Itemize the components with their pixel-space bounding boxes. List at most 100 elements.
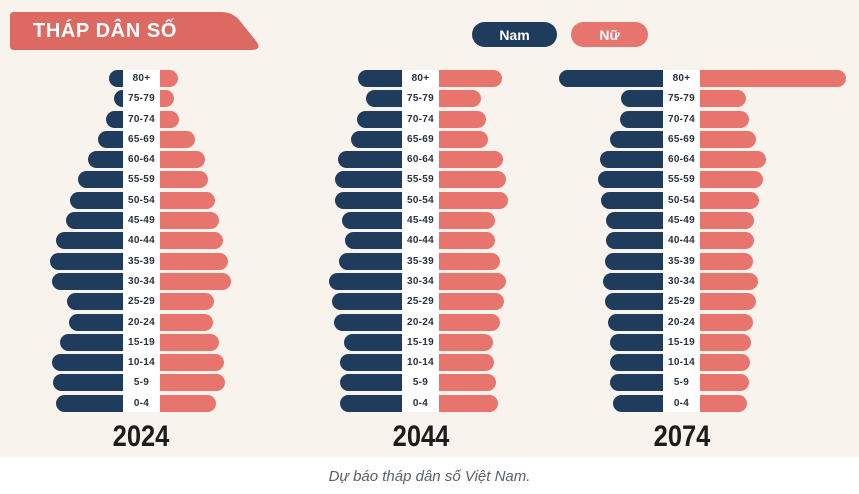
bar-male-2024-60-64: [88, 151, 123, 169]
year-label-2074: 2074: [653, 420, 711, 453]
age-label: 60-64: [667, 154, 696, 166]
pyramid-row: 45-49: [0, 212, 310, 230]
pyramid-row: 30-34: [252, 272, 589, 290]
pyramid-row: 80+: [252, 70, 589, 87]
pyramid-row: 20-24: [252, 313, 589, 331]
bar-female-2044-15-19: [439, 333, 493, 351]
pyramid-row: 10-14: [0, 354, 310, 372]
pyramid-row: 15-19: [513, 333, 850, 351]
age-label: 55-59: [406, 174, 435, 186]
legend-item-male: Nam: [472, 22, 557, 47]
pyramid-row: 15-19: [0, 333, 310, 351]
bar-female-2024-75-79: [160, 90, 174, 108]
pyramid-row: 40-44: [513, 232, 850, 250]
pyramid-row: 5-9: [252, 374, 589, 392]
bar-female-2074-30-34: [700, 272, 758, 290]
pyramid-row: 15-19: [252, 333, 589, 351]
age-label: 50-54: [127, 194, 156, 206]
pyramid-row: 35-39: [252, 252, 589, 270]
pyramid-row: 45-49: [513, 212, 850, 230]
pyramid-row: 50-54: [513, 191, 850, 209]
bar-male-2074-75-79: [621, 90, 663, 108]
bar-female-2074-70-74: [700, 110, 749, 128]
bar-female-2024-20-24: [160, 313, 213, 331]
bar-female-2044-50-54: [439, 191, 508, 209]
pyramid-row: 40-44: [0, 232, 310, 250]
age-label: 10-14: [406, 357, 435, 369]
pyramid-2024: 80+ 75-79 70-74 65-69 60-64 55-59 50-54 45-49 40…: [0, 70, 310, 412]
bar-male-2044-55-59: [335, 171, 402, 189]
age-label: 70-74: [667, 113, 696, 125]
age-label: 15-19: [667, 336, 696, 348]
bar-female-2074-35-39: [700, 252, 753, 270]
bar-male-2044-40-44: [345, 232, 402, 250]
age-label: 30-34: [406, 275, 435, 287]
bar-female-2074-25-29: [700, 293, 756, 311]
age-label: 75-79: [127, 93, 156, 105]
bar-female-2024-80+: [160, 70, 178, 87]
bar-female-2044-25-29: [439, 293, 504, 311]
title-ribbon: THÁP DÂN SỐ: [10, 12, 262, 50]
age-label: 35-39: [667, 255, 696, 267]
pyramid-row: 20-24: [513, 313, 850, 331]
bar-female-2044-30-34: [439, 272, 506, 290]
pyramid-row: 5-9: [513, 374, 850, 392]
legend: Nam Nữ: [472, 22, 648, 47]
age-label: 30-34: [127, 275, 156, 287]
age-label: 0-4: [673, 397, 690, 409]
bar-female-2024-25-29: [160, 293, 214, 311]
age-label: 60-64: [406, 154, 435, 166]
bar-male-2044-45-49: [342, 212, 402, 230]
bar-male-2044-10-14: [340, 354, 402, 372]
bar-male-2044-75-79: [366, 90, 402, 108]
pyramid-row: 0-4: [513, 394, 850, 412]
age-label: 45-49: [667, 215, 696, 227]
bar-male-2044-20-24: [334, 313, 402, 331]
age-label: 20-24: [406, 316, 435, 328]
age-label: 50-54: [406, 194, 435, 206]
pyramid-row: 80+: [0, 70, 310, 87]
bar-female-2074-65-69: [700, 130, 756, 148]
bar-female-2044-5-9: [439, 374, 496, 392]
bar-male-2024-20-24: [69, 313, 123, 331]
bar-female-2024-70-74: [160, 110, 179, 128]
age-label: 40-44: [406, 235, 435, 247]
age-label: 50-54: [667, 194, 696, 206]
bar-male-2024-25-29: [67, 293, 123, 311]
pyramid-row: 80+: [513, 70, 850, 87]
bar-female-2024-55-59: [160, 171, 208, 189]
bar-female-2024-45-49: [160, 212, 219, 230]
bar-male-2074-40-44: [606, 232, 663, 250]
bar-male-2024-50-54: [70, 191, 123, 209]
age-label: 25-29: [406, 296, 435, 308]
pyramid-rows: 80+ 75-79 70-74 65-69 60-64 55-59 50-54 45-49 40…: [0, 70, 310, 412]
age-label: 10-14: [667, 357, 696, 369]
bar-male-2024-35-39: [50, 252, 123, 270]
age-label: 40-44: [667, 235, 696, 247]
age-label: 40-44: [127, 235, 156, 247]
bar-female-2024-50-54: [160, 191, 215, 209]
bar-female-2074-0-4: [700, 394, 747, 412]
age-label: 80+: [411, 73, 430, 84]
bar-female-2074-5-9: [700, 374, 749, 392]
pyramid-row: 65-69: [252, 130, 589, 148]
bar-male-2024-70-74: [106, 110, 123, 128]
bar-male-2024-5-9: [53, 374, 123, 392]
bar-male-2024-0-4: [56, 394, 123, 412]
age-label: 15-19: [406, 336, 435, 348]
pyramid-row: 55-59: [0, 171, 310, 189]
pyramid-row: 65-69: [0, 130, 310, 148]
pyramid-row: 35-39: [0, 252, 310, 270]
page-title: THÁP DÂN SỐ: [33, 20, 178, 42]
pyramid-row: 60-64: [252, 151, 589, 169]
bar-male-2044-80+: [358, 70, 402, 87]
bar-female-2024-60-64: [160, 151, 205, 169]
bar-male-2074-55-59: [598, 171, 663, 189]
pyramid-row: 70-74: [0, 110, 310, 128]
bar-male-2074-20-24: [608, 313, 663, 331]
ribbon-shape-icon: [10, 12, 259, 50]
age-label: 45-49: [127, 215, 156, 227]
bar-male-2044-60-64: [338, 151, 402, 169]
bar-male-2044-50-54: [335, 191, 402, 209]
